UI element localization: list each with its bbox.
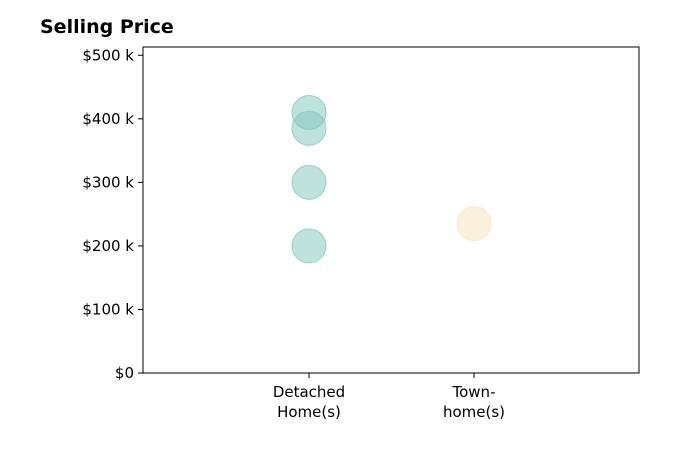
y-tick-label: $200 k	[82, 237, 134, 255]
x-tick-label: Home(s)	[277, 403, 341, 421]
x-tick-label: Detached	[273, 383, 345, 401]
data-point	[291, 110, 327, 146]
y-tick-label: $0	[115, 364, 134, 382]
plot-frame	[142, 46, 640, 374]
y-tick-label: $400 k	[82, 110, 134, 128]
x-tick-label: home(s)	[443, 403, 505, 421]
x-tick-label: Town-	[452, 383, 496, 401]
data-point	[291, 228, 327, 264]
data-point	[456, 206, 492, 242]
data-point	[291, 164, 327, 200]
y-tick-label: $100 k	[82, 300, 134, 318]
y-tick-label: $500 k	[82, 46, 134, 64]
chart-title: Selling Price	[40, 16, 174, 38]
y-tick-label: $300 k	[82, 173, 134, 191]
